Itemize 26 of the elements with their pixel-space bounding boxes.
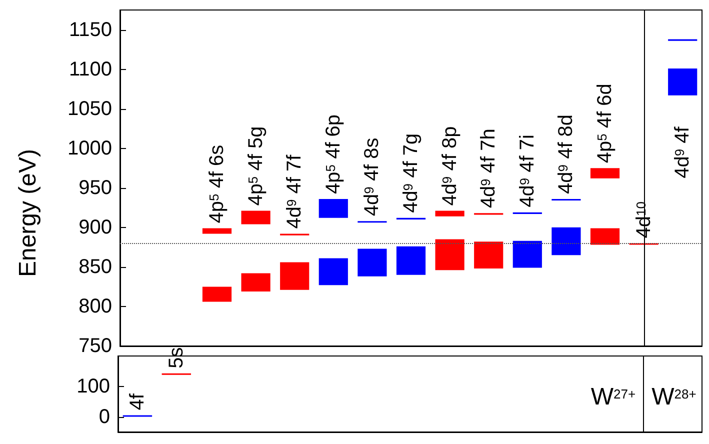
y-tick-label: 900 xyxy=(78,216,112,238)
category-label: 4p5 4f 5g xyxy=(244,126,267,206)
category-label: 5s xyxy=(165,347,188,368)
y-tick-label: 800 xyxy=(78,295,112,318)
y-tick-label: 1100 xyxy=(68,58,112,80)
category-label: 4d9 4f 8s xyxy=(361,138,384,216)
y-tick-label: 1050 xyxy=(68,98,112,120)
y-tick-label: 0 xyxy=(98,406,110,428)
category-label: 4d9 4f 8d xyxy=(555,114,578,194)
category-label: 4d9 4f 7f xyxy=(284,154,306,229)
category-label: 4f xyxy=(126,394,148,410)
category-label: 4p5 4f 6p xyxy=(322,114,344,194)
category-label: 4d9 4f 8p xyxy=(438,126,461,206)
y-axis-title: Energy (eV) xyxy=(14,148,42,278)
category-label: 4p5 4f 6d xyxy=(594,84,616,164)
y-tick-label: 950 xyxy=(78,176,112,199)
y-tick-label: 1150 xyxy=(68,18,112,41)
category-label: 4p5 4f 6s xyxy=(206,144,228,224)
y-tick-label: 850 xyxy=(78,256,112,278)
category-label: 4d9 4f 7g xyxy=(400,133,422,213)
category-label: 4d9 4f 7h xyxy=(478,128,500,208)
y-tick-label: 1000 xyxy=(68,137,112,160)
category-label: 4d9 4f xyxy=(672,126,694,178)
y-tick-label: 100 xyxy=(76,375,110,398)
category-label: 4d9 4f 7i xyxy=(516,134,538,208)
y-tick-label: 750 xyxy=(78,335,112,357)
